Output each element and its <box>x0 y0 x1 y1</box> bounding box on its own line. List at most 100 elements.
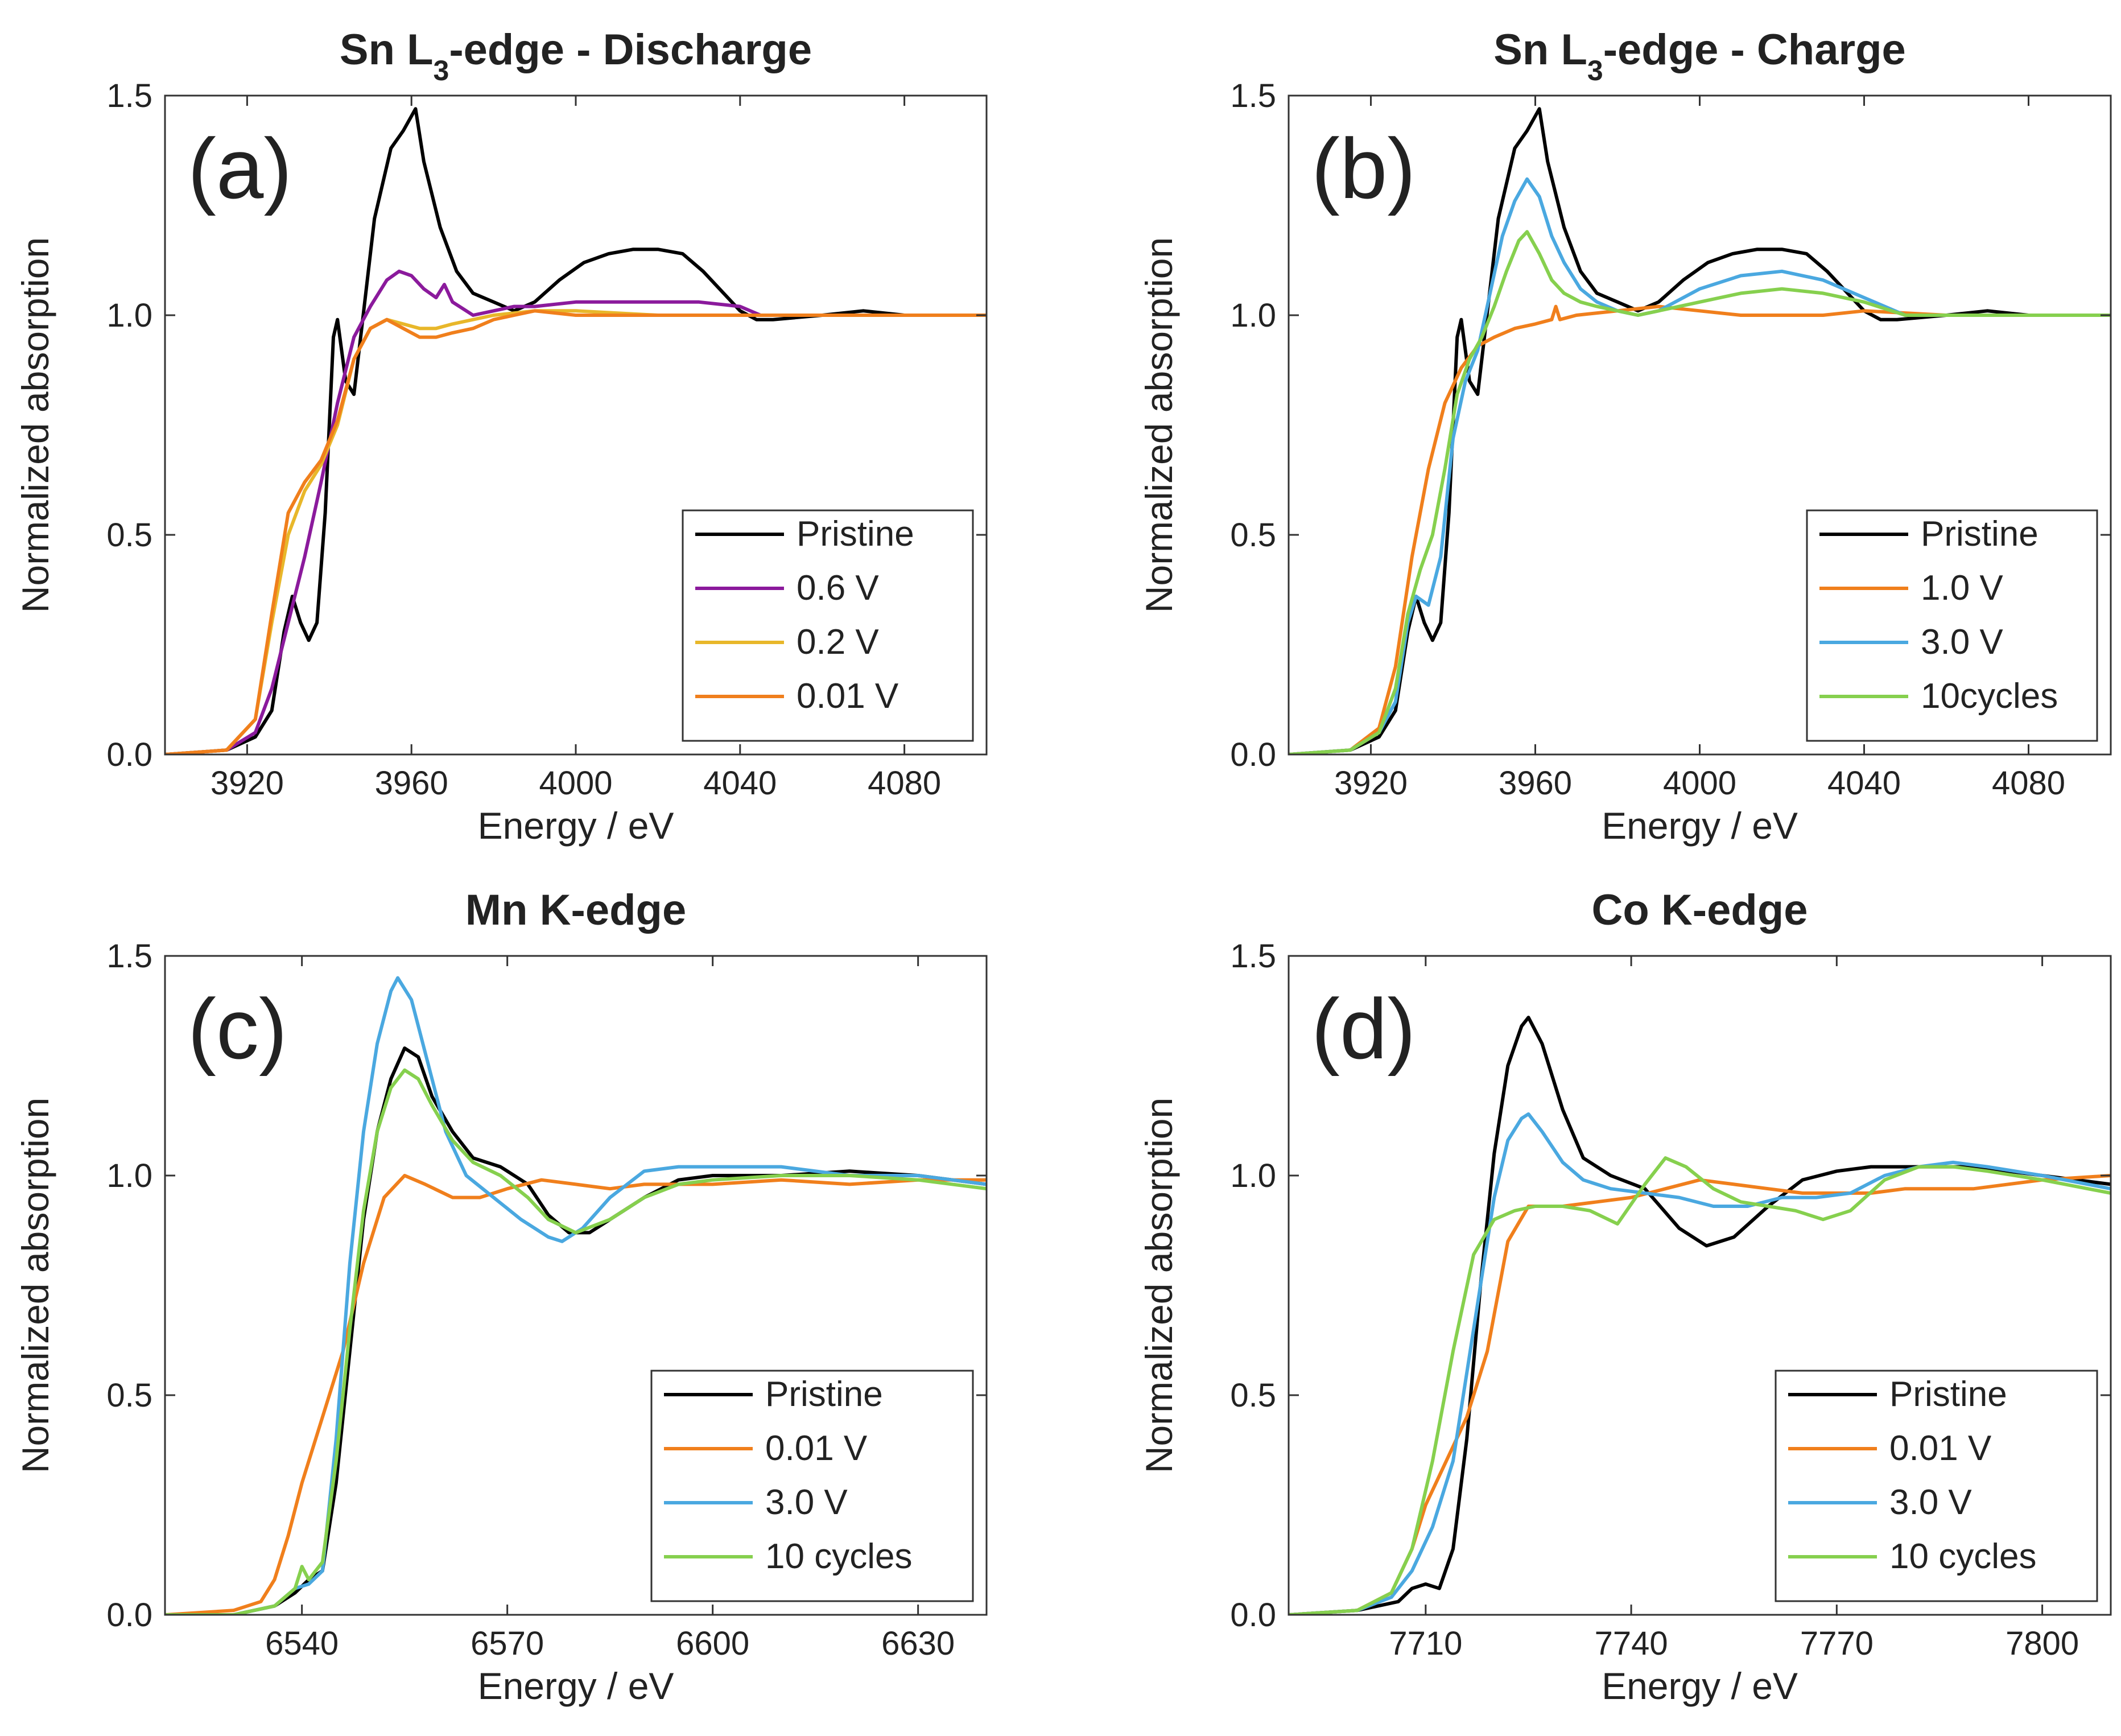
x-tick-label: 7770 <box>1800 1625 1874 1662</box>
legend-label-2: 3.0 V <box>765 1483 848 1522</box>
legend-label-1: 0.6 V <box>797 568 879 608</box>
series-line-2 <box>1289 1112 2111 1615</box>
y-tick-label: 1.0 <box>106 1157 152 1194</box>
panel-label: (d) <box>1311 981 1416 1077</box>
x-tick-label: 6570 <box>471 1625 544 1662</box>
chart-panel-3: Co K-edge 7710 7740 7770 7800 0.0 0.5 1.0 1.5 Ene… <box>1138 886 2112 1707</box>
y-tick-label: 0.5 <box>106 1377 152 1414</box>
series-line-1 <box>165 269 987 754</box>
y-tick-label: 0.5 <box>106 517 152 554</box>
y-tick-label: 1.0 <box>1230 1157 1276 1194</box>
chart-panel-0: Sn L3-edge - Discharge 3920 3960 4000 4040 40… <box>14 26 988 847</box>
legend-label-3: 10 cycles <box>765 1537 912 1576</box>
y-tick-label: 0.0 <box>1230 736 1276 773</box>
y-tick-label: 0.0 <box>106 1597 152 1634</box>
title-main: Sn L <box>340 26 434 74</box>
series-line-1 <box>165 1174 987 1615</box>
legend: Pristine 0.01 V 3.0 V 10 cycles <box>650 1370 974 1602</box>
legend-label-1: 0.01 V <box>765 1429 868 1468</box>
x-tick-label: 4000 <box>539 765 612 802</box>
y-tick-label: 1.5 <box>1230 938 1276 975</box>
series-line-1 <box>1289 304 2111 754</box>
legend-box <box>1775 1370 2098 1602</box>
series-line-2 <box>165 309 987 754</box>
legend-label-2: 3.0 V <box>1889 1483 1972 1522</box>
y-axis-label: Normalized absorption <box>14 1098 56 1473</box>
x-tick-label: 7740 <box>1595 1625 1668 1662</box>
series-group <box>165 107 987 754</box>
legend-box <box>1806 509 2098 742</box>
x-tick-label: 3960 <box>1499 765 1572 802</box>
legend: Pristine 0.01 V 3.0 V 10 cycles <box>1775 1370 2098 1602</box>
series-line-0 <box>165 107 987 754</box>
series-group <box>165 976 987 1615</box>
y-tick-label: 1.5 <box>106 938 152 975</box>
series-line-1 <box>1289 1174 2111 1615</box>
series-line-2 <box>1289 177 2111 754</box>
legend-label-0: Pristine <box>797 514 914 554</box>
title-subscript: 3 <box>1587 55 1603 86</box>
legend-label-0: Pristine <box>1889 1375 2007 1414</box>
x-tick-label: 3920 <box>1334 765 1408 802</box>
series-group <box>1289 1016 2111 1615</box>
series-line-2 <box>165 976 987 1615</box>
chart-title: Co K-edge <box>1592 886 1808 934</box>
x-tick-label: 6600 <box>676 1625 749 1662</box>
panel-label: (c) <box>188 981 287 1077</box>
x-tick-label: 7800 <box>2006 1625 2079 1662</box>
title-main: Co K-edge <box>1592 886 1808 934</box>
x-tick-label: 4080 <box>1992 765 2065 802</box>
title-rest: -edge - Charge <box>1603 26 1906 74</box>
legend-label-1: 1.0 V <box>1921 568 2003 608</box>
y-tick-label: 1.0 <box>106 297 152 334</box>
x-tick-label: 4000 <box>1663 765 1736 802</box>
legend: Pristine 0.6 V 0.2 V 0.01 V <box>682 509 974 742</box>
chart-panel-1: Sn L3-edge - Charge 3920 3960 4000 4040 4080 0… <box>1138 26 2112 847</box>
panel-label: (a) <box>188 121 292 216</box>
x-tick-label: 7710 <box>1389 1625 1462 1662</box>
legend-label-2: 3.0 V <box>1921 622 2003 662</box>
x-axis-label: Energy / eV <box>1602 1665 1798 1707</box>
legend-box <box>650 1370 974 1602</box>
x-tick-label: 3960 <box>375 765 448 802</box>
title-subscript: 3 <box>434 55 449 86</box>
series-line-3 <box>1289 230 2111 754</box>
x-tick-label: 6540 <box>265 1625 339 1662</box>
chart-panel-2: Mn K-edge 6540 6570 6600 6630 0.0 0.5 1.0 1.5 Ene… <box>14 886 988 1707</box>
y-tick-label: 0.5 <box>1230 517 1276 554</box>
x-tick-label: 6630 <box>881 1625 955 1662</box>
x-tick-label: 4040 <box>1827 765 1901 802</box>
legend: Pristine 1.0 V 3.0 V 10cycles <box>1806 509 2098 742</box>
y-tick-label: 1.5 <box>1230 77 1276 114</box>
x-axis-label: Energy / eV <box>1602 805 1798 847</box>
plot-frame <box>164 955 988 1616</box>
y-axis-label: Normalized absorption <box>1138 1098 1180 1473</box>
legend-label-3: 10cycles <box>1921 677 2058 716</box>
legend-label-1: 0.01 V <box>1889 1429 1992 1468</box>
legend-label-0: Pristine <box>1921 514 2039 554</box>
y-tick-label: 1.0 <box>1230 297 1276 334</box>
chart-title: Sn L3-edge - Discharge <box>340 26 812 86</box>
legend-box <box>682 509 974 742</box>
y-tick-label: 1.5 <box>106 77 152 114</box>
title-rest: -edge - Discharge <box>449 26 812 74</box>
series-line-3 <box>165 1068 987 1615</box>
legend-label-3: 0.01 V <box>797 677 899 716</box>
x-axis-label: Energy / eV <box>478 1665 674 1707</box>
title-main: Mn K-edge <box>465 886 686 934</box>
plot-frame <box>1288 955 2112 1616</box>
y-tick-label: 0.0 <box>106 736 152 773</box>
chart-title: Mn K-edge <box>465 886 686 934</box>
legend-label-2: 0.2 V <box>797 622 879 662</box>
x-tick-label: 4040 <box>703 765 777 802</box>
y-tick-label: 0.0 <box>1230 1597 1276 1634</box>
y-tick-label: 0.5 <box>1230 1377 1276 1414</box>
x-tick-label: 3920 <box>211 765 284 802</box>
x-axis-label: Energy / eV <box>478 805 674 847</box>
chart-title: Sn L3-edge - Charge <box>1493 26 1906 86</box>
panel-label: (b) <box>1311 121 1416 216</box>
series-group <box>1289 107 2111 754</box>
legend-label-0: Pristine <box>765 1375 883 1414</box>
title-main: Sn L <box>1493 26 1587 74</box>
